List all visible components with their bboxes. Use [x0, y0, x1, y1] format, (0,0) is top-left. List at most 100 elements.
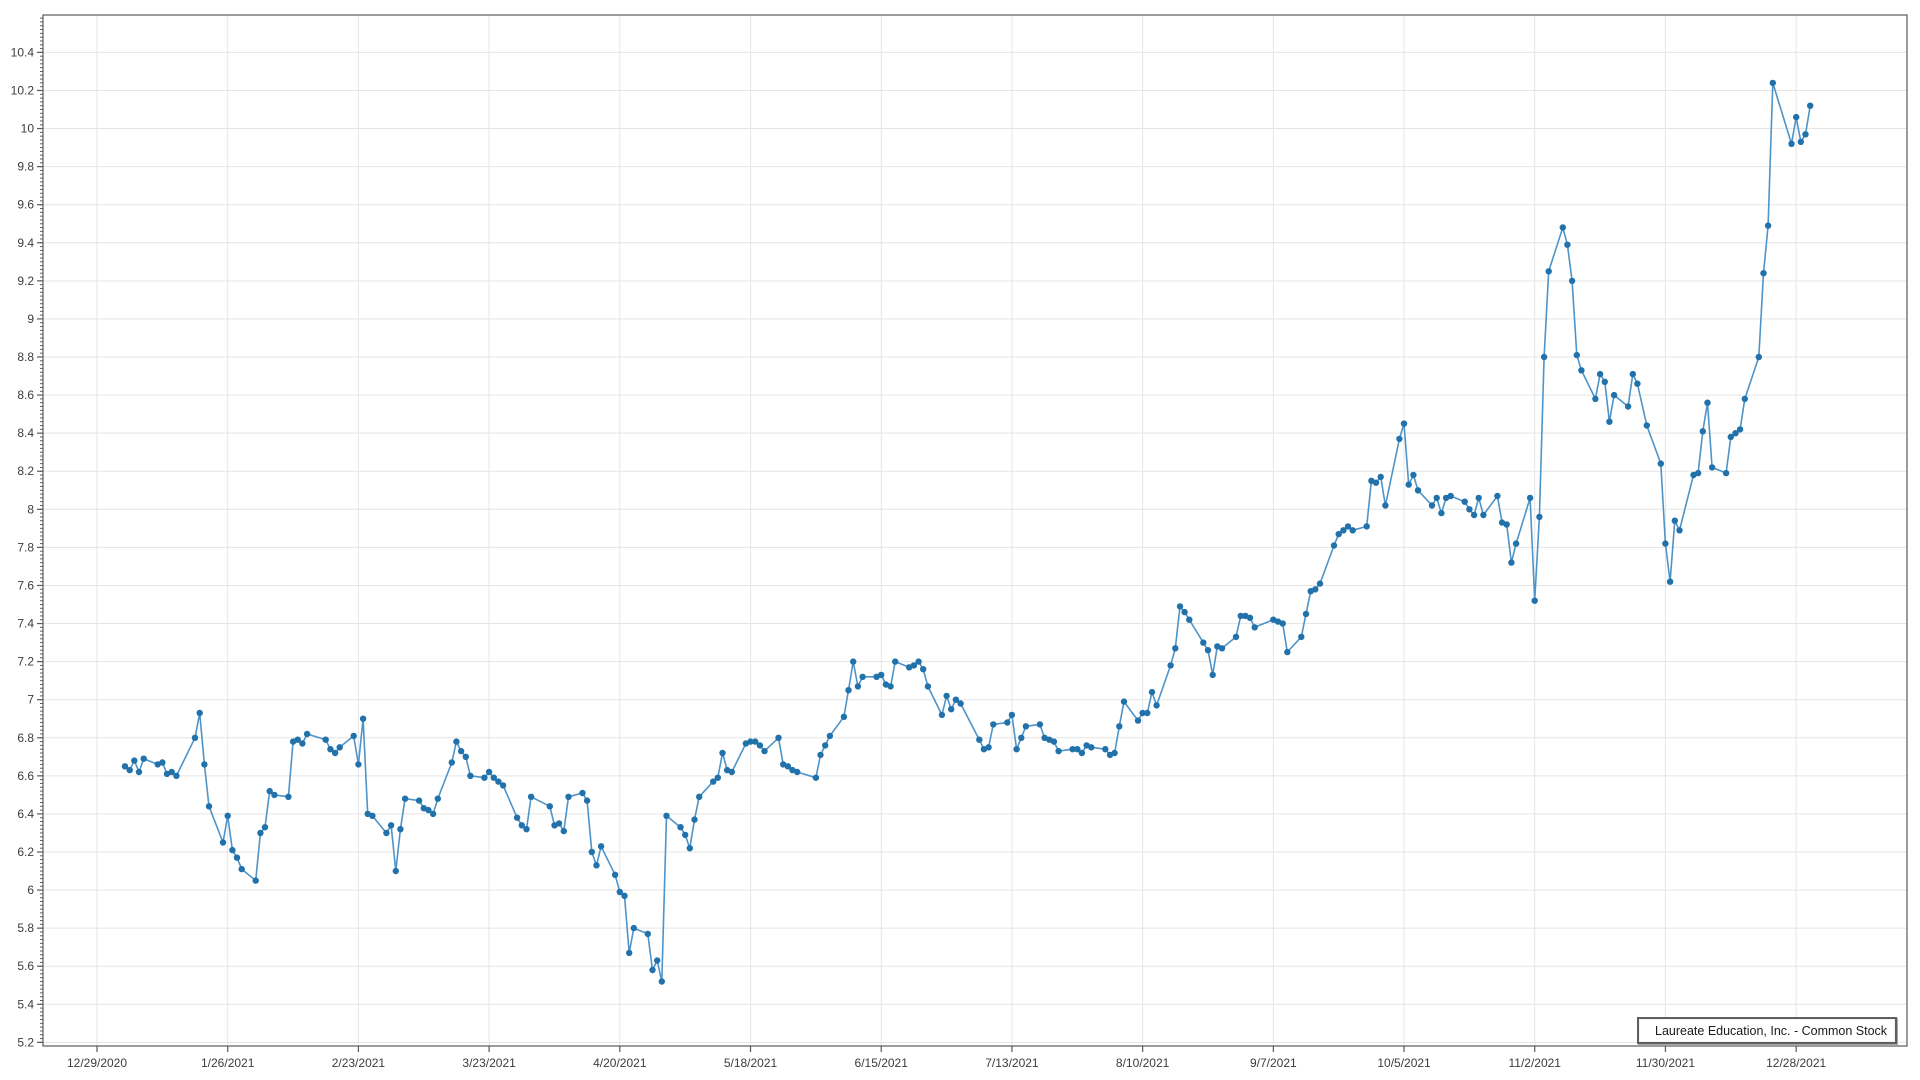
data-point-marker[interactable] — [696, 793, 703, 800]
data-point-marker[interactable] — [583, 797, 591, 804]
data-point-marker[interactable] — [1494, 492, 1501, 500]
data-point-marker[interactable] — [467, 772, 474, 779]
data-point-marker[interactable] — [794, 768, 801, 776]
data-point-marker[interactable] — [369, 812, 376, 819]
data-point-marker[interactable] — [1526, 494, 1534, 502]
data-point-marker[interactable] — [1699, 428, 1707, 435]
data-point-marker[interactable] — [1279, 620, 1286, 627]
data-point-marker[interactable] — [392, 867, 399, 875]
data-point-marker[interactable] — [1050, 738, 1058, 745]
data-point-marker[interactable] — [1736, 426, 1744, 433]
data-point-marker[interactable] — [1797, 138, 1805, 146]
data-point-marker[interactable] — [943, 692, 950, 700]
data-point-marker[interactable] — [1671, 517, 1679, 524]
data-point-marker[interactable] — [1601, 378, 1609, 385]
data-point-marker[interactable] — [1372, 479, 1380, 486]
data-point-marker[interactable] — [1237, 612, 1244, 620]
data-point-marker[interactable] — [644, 930, 651, 938]
data-point-marker[interactable] — [1036, 721, 1044, 728]
data-point-marker[interactable] — [322, 736, 329, 743]
data-point-marker[interactable] — [1410, 471, 1417, 479]
data-point-marker[interactable] — [1461, 498, 1468, 505]
data-point-marker[interactable] — [710, 778, 717, 785]
data-point-marker[interactable] — [1251, 624, 1258, 631]
data-point-marker[interactable] — [1760, 270, 1767, 277]
data-point-marker[interactable] — [1634, 380, 1641, 387]
data-point-marker[interactable] — [1022, 723, 1030, 730]
data-point-marker[interactable] — [1004, 719, 1011, 726]
data-point-marker[interactable] — [1120, 698, 1128, 705]
data-point-marker[interactable] — [1508, 559, 1515, 566]
data-point-marker[interactable] — [756, 742, 764, 749]
data-point-marker[interactable] — [513, 814, 521, 821]
data-point-marker[interactable] — [752, 738, 759, 745]
data-point-marker[interactable] — [233, 854, 241, 861]
data-point-marker[interactable] — [775, 734, 782, 741]
data-point-marker[interactable] — [686, 845, 693, 852]
data-point-marker[interactable] — [892, 658, 899, 665]
data-point-marker[interactable] — [1330, 542, 1338, 549]
data-point-marker[interactable] — [201, 761, 208, 768]
data-point-marker[interactable] — [518, 822, 525, 829]
data-point-marker[interactable] — [266, 787, 273, 795]
data-point-marker[interactable] — [499, 782, 507, 789]
data-point-marker[interactable] — [1475, 494, 1482, 502]
data-point-marker[interactable] — [565, 793, 572, 800]
data-point-marker[interactable] — [663, 812, 670, 819]
data-point-marker[interactable] — [1176, 603, 1184, 610]
data-point-marker[interactable] — [1200, 639, 1207, 646]
data-point-marker[interactable] — [910, 662, 918, 669]
data-point-marker[interactable] — [1466, 506, 1473, 513]
data-point-marker[interactable] — [140, 755, 147, 762]
data-point-marker[interactable] — [462, 753, 469, 760]
data-point-marker[interactable] — [1316, 580, 1324, 587]
data-point-marker[interactable] — [1377, 473, 1384, 481]
data-point-marker[interactable] — [812, 774, 820, 781]
data-point-marker[interactable] — [1312, 586, 1319, 593]
data-point-marker[interactable] — [1116, 723, 1123, 730]
data-point-marker[interactable] — [658, 978, 665, 985]
data-point-marker[interactable] — [481, 774, 488, 781]
data-point-marker[interactable] — [271, 791, 278, 799]
data-point-marker[interactable] — [1298, 633, 1305, 641]
data-point-marker[interactable] — [336, 744, 343, 751]
data-point-marker[interactable] — [1148, 688, 1156, 696]
data-point-marker[interactable] — [952, 696, 960, 703]
data-point-marker[interactable] — [826, 732, 834, 740]
data-point-marker[interactable] — [854, 683, 862, 690]
data-point-marker[interactable] — [976, 736, 983, 743]
data-point-marker[interactable] — [938, 711, 946, 719]
data-point-marker[interactable] — [859, 673, 866, 680]
data-point-marker[interactable] — [1624, 403, 1632, 410]
data-point-marker[interactable] — [948, 706, 955, 713]
data-point-marker[interactable] — [630, 924, 637, 932]
data-point-marker[interactable] — [1186, 616, 1193, 623]
data-point-marker[interactable] — [294, 736, 301, 743]
data-point-marker[interactable] — [677, 824, 684, 831]
data-point-marker[interactable] — [817, 751, 824, 759]
data-point-marker[interactable] — [1573, 351, 1581, 359]
data-point-marker[interactable] — [1755, 353, 1763, 361]
data-point-marker[interactable] — [878, 671, 885, 679]
data-point-marker[interactable] — [1610, 391, 1618, 399]
data-point-marker[interactable] — [527, 793, 535, 800]
data-point-marker[interactable] — [915, 658, 922, 665]
data-point-marker[interactable] — [252, 877, 259, 884]
data-point-marker[interactable] — [728, 768, 735, 776]
data-point-marker[interactable] — [1480, 511, 1487, 519]
data-point-marker[interactable] — [285, 793, 292, 800]
data-point-marker[interactable] — [126, 766, 133, 774]
data-point-marker[interactable] — [1055, 747, 1062, 755]
data-point-marker[interactable] — [1382, 502, 1389, 509]
data-point-marker[interactable] — [1512, 540, 1520, 547]
data-point-marker[interactable] — [1400, 420, 1408, 427]
data-point-marker[interactable] — [1722, 469, 1730, 477]
data-point-marker[interactable] — [621, 892, 628, 899]
data-point-marker[interactable] — [331, 749, 339, 757]
data-point-marker[interactable] — [719, 749, 726, 757]
data-point-marker[interactable] — [1708, 464, 1716, 471]
data-point-marker[interactable] — [1204, 647, 1212, 654]
data-point-marker[interactable] — [1335, 530, 1342, 538]
data-point-marker[interactable] — [490, 774, 497, 781]
data-point-marker[interactable] — [1144, 709, 1151, 717]
